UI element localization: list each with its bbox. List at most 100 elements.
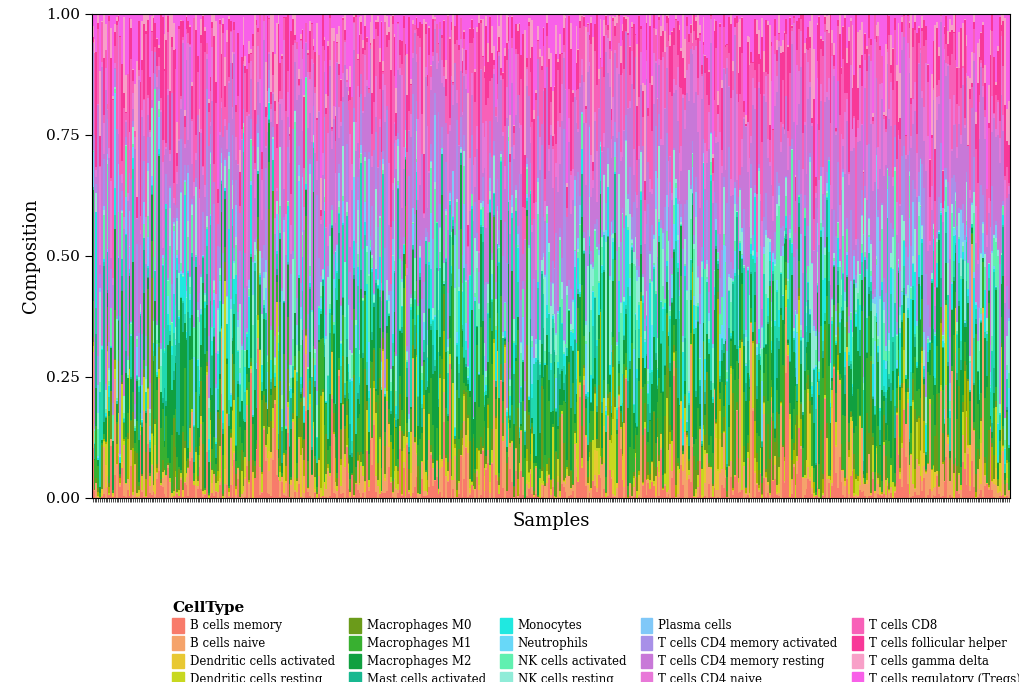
Bar <box>755 20 757 35</box>
Bar <box>590 375 592 402</box>
Bar <box>816 293 817 370</box>
Bar <box>419 439 421 494</box>
Bar <box>487 213 489 282</box>
Bar <box>535 14 536 90</box>
Bar <box>586 266 588 392</box>
Bar <box>492 140 494 155</box>
Bar <box>825 14 826 16</box>
Bar <box>844 93 845 112</box>
Bar <box>489 481 490 493</box>
Bar <box>562 129 565 340</box>
Bar <box>911 496 913 498</box>
Bar <box>465 280 467 282</box>
Bar <box>799 67 801 194</box>
Bar <box>334 490 336 494</box>
Bar <box>560 14 562 53</box>
Bar <box>919 320 920 398</box>
Bar <box>442 294 444 331</box>
Bar <box>556 429 558 459</box>
Bar <box>886 52 888 64</box>
Bar <box>711 484 713 486</box>
Bar <box>787 45 789 47</box>
Bar <box>695 471 696 489</box>
Bar <box>937 197 938 230</box>
Bar <box>303 231 305 396</box>
Bar <box>231 119 233 135</box>
Bar <box>190 27 191 44</box>
Bar <box>654 353 656 360</box>
Bar <box>965 173 967 182</box>
Bar <box>777 341 780 349</box>
Bar <box>442 421 444 498</box>
Bar <box>303 492 305 498</box>
Bar <box>527 481 529 488</box>
Bar <box>735 212 737 217</box>
Bar <box>195 31 197 135</box>
Bar <box>625 115 627 140</box>
Bar <box>329 303 330 310</box>
Bar <box>659 228 661 301</box>
Bar <box>114 310 115 359</box>
Bar <box>452 383 453 480</box>
Bar <box>988 345 990 372</box>
Bar <box>549 135 551 282</box>
Bar <box>757 164 759 168</box>
Bar <box>252 325 254 410</box>
Bar <box>821 378 823 474</box>
Bar <box>428 170 430 173</box>
Bar <box>972 487 974 498</box>
Bar <box>208 450 209 462</box>
Bar <box>562 14 565 28</box>
Bar <box>405 276 406 496</box>
Bar <box>522 33 524 207</box>
Bar <box>798 29 799 71</box>
Bar <box>508 162 511 201</box>
Bar <box>775 338 777 378</box>
Bar <box>400 333 403 410</box>
Bar <box>858 68 860 141</box>
Bar <box>309 20 311 31</box>
Bar <box>412 359 414 493</box>
Bar <box>687 170 689 391</box>
Bar <box>807 479 808 498</box>
Bar <box>867 15 869 38</box>
Bar <box>226 297 227 324</box>
Bar <box>570 471 572 488</box>
Bar <box>410 432 412 473</box>
Bar <box>259 349 261 350</box>
Bar <box>472 419 474 434</box>
Bar <box>789 17 790 18</box>
Bar <box>871 293 873 299</box>
Bar <box>693 50 695 103</box>
Bar <box>860 310 862 428</box>
Bar <box>647 432 648 442</box>
Bar <box>871 396 873 397</box>
Bar <box>338 26 339 64</box>
Bar <box>160 366 162 391</box>
Bar <box>878 50 880 84</box>
Bar <box>243 152 245 419</box>
Bar <box>471 20 472 43</box>
Bar <box>414 14 415 25</box>
Bar <box>954 193 956 201</box>
Bar <box>357 267 359 286</box>
Bar <box>762 273 764 347</box>
Bar <box>913 189 915 228</box>
Bar <box>421 14 423 24</box>
Bar <box>602 463 604 490</box>
Bar <box>437 44 439 61</box>
Bar <box>156 372 158 374</box>
Bar <box>405 264 406 276</box>
Bar <box>713 131 714 192</box>
Bar <box>433 366 435 370</box>
Bar <box>668 156 671 157</box>
Bar <box>185 485 187 498</box>
Bar <box>305 23 307 42</box>
Bar <box>606 187 608 236</box>
Bar <box>812 482 814 492</box>
Bar <box>986 290 988 291</box>
Bar <box>450 480 452 498</box>
Bar <box>542 14 544 27</box>
Bar <box>897 271 899 273</box>
Bar <box>650 384 652 461</box>
